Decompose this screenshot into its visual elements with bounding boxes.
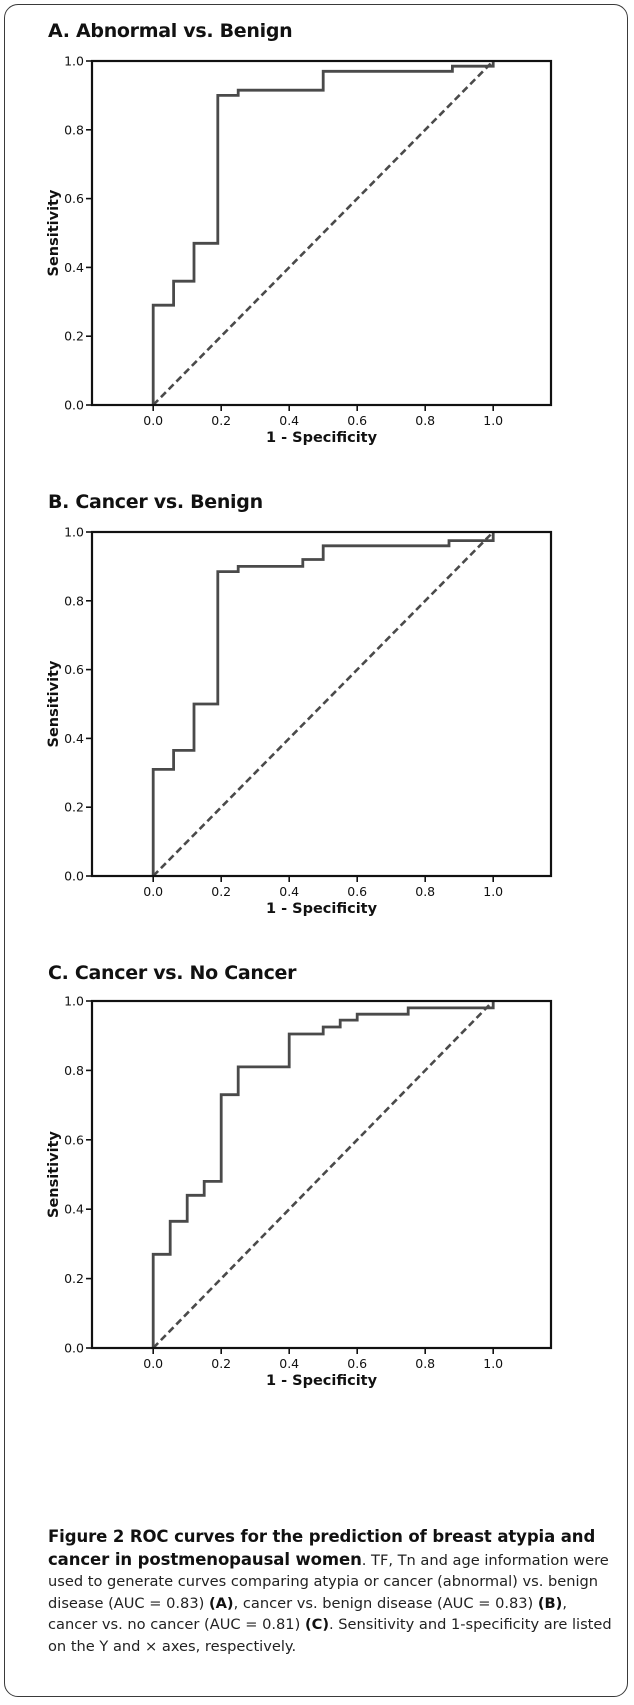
roc-curve-line bbox=[151, 1001, 495, 1348]
x-tick-label: 0.2 bbox=[211, 1356, 231, 1371]
y-tick-label: 0.0 bbox=[64, 1341, 84, 1356]
y-tick-label: 0.4 bbox=[64, 1202, 84, 1217]
plot-frame bbox=[90, 530, 553, 878]
roc-chart-c: 0.0 0.2 0.4 0.6 0.8 1.0 0.0 0.2 0.4 0.6 0.8 1.0 1 - … bbox=[46, 994, 553, 1389]
x-tick-label: 0.4 bbox=[279, 884, 299, 899]
y-tick-label: 0.2 bbox=[64, 1271, 84, 1286]
y-tick-label: 0.6 bbox=[64, 662, 84, 677]
y-axis-label: Sensitivity bbox=[46, 660, 62, 747]
y-tick-label: 0.8 bbox=[64, 122, 84, 137]
reference-diagonal-line bbox=[152, 60, 495, 406]
x-axis-label: 1 - Specificity bbox=[266, 430, 378, 446]
panel-b-title: B. Cancer vs. Benign bbox=[48, 491, 263, 513]
roc-chart-b: 0.0 0.2 0.4 0.6 0.8 1.0 0.0 0.2 0.4 0.6 0.8 1.0 1 - … bbox=[46, 525, 553, 917]
x-tick-label: 0.2 bbox=[211, 413, 231, 428]
y-tick-label: 0.0 bbox=[64, 398, 84, 413]
y-tick-label: 0.2 bbox=[64, 800, 84, 815]
y-tick-label: 1.0 bbox=[64, 525, 84, 540]
figure-caption: Figure 2 ROC curves for the prediction o… bbox=[48, 1526, 616, 1658]
x-tick-label: 0.8 bbox=[415, 884, 435, 899]
x-tick-label: 0.4 bbox=[279, 413, 299, 428]
x-tick-label: 0.0 bbox=[143, 413, 163, 428]
figure-frame bbox=[4, 4, 628, 1697]
x-tick-label: 1.0 bbox=[483, 413, 503, 428]
x-tick-label: 0.8 bbox=[415, 1356, 435, 1371]
x-tick-label: 0.0 bbox=[143, 1356, 163, 1371]
reference-diagonal-line bbox=[152, 531, 495, 877]
x-axis-label: 1 - Specificity bbox=[266, 901, 378, 917]
x-tick-label: 1.0 bbox=[483, 1356, 503, 1371]
roc-chart-a: 0.0 0.2 0.4 0.6 0.8 1.0 0.0 0.2 0.4 0.6 0.8 1.0 1 - … bbox=[46, 54, 553, 446]
y-tick-label: 0.8 bbox=[64, 1063, 84, 1078]
y-tick-label: 1.0 bbox=[64, 54, 84, 69]
caption-sep: . bbox=[361, 1551, 372, 1569]
x-tick-label: 0.4 bbox=[279, 1356, 299, 1371]
x-axis-label: 1 - Specificity bbox=[266, 1373, 378, 1389]
panel-c-title: C. Cancer vs. No Cancer bbox=[48, 962, 297, 984]
caption-text-1: TF, Tn and age information were used to … bbox=[48, 1551, 609, 1612]
x-tick-label: 1.0 bbox=[483, 884, 503, 899]
y-tick-label: 0.6 bbox=[64, 1132, 84, 1147]
caption-text-4: . Sensitivity and 1-specificity are list… bbox=[48, 1616, 612, 1655]
y-tick-label: 1.0 bbox=[64, 994, 84, 1009]
caption-label-b: (B) bbox=[537, 1594, 563, 1612]
y-tick-label: 0.4 bbox=[64, 260, 84, 275]
x-tick-label: 0.0 bbox=[143, 884, 163, 899]
plot-frame bbox=[90, 999, 553, 1350]
x-tick-label: 0.6 bbox=[347, 413, 367, 428]
y-axis-label: Sensitivity bbox=[46, 1131, 62, 1218]
y-axis-label: Sensitivity bbox=[46, 189, 62, 276]
x-tick-label: 0.8 bbox=[415, 413, 435, 428]
caption-text-2: , cancer vs. benign disease (AUC = 0.83) bbox=[233, 1594, 538, 1612]
caption-title: Figure 2 ROC curves for the prediction o… bbox=[48, 1527, 596, 1569]
y-tick-label: 0.0 bbox=[64, 869, 84, 884]
roc-curve-line bbox=[151, 532, 495, 876]
plot-frame bbox=[90, 59, 553, 407]
panel-a-title: A. Abnormal vs. Benign bbox=[48, 20, 293, 42]
caption-text-3: , cancer vs. no cancer (AUC = 0.81) bbox=[48, 1594, 567, 1634]
y-tick-label: 0.4 bbox=[64, 731, 84, 746]
y-tick-label: 0.2 bbox=[64, 329, 84, 344]
reference-diagonal-line bbox=[152, 1000, 495, 1349]
roc-curve-line bbox=[151, 61, 495, 405]
x-tick-label: 0.6 bbox=[347, 1356, 367, 1371]
y-tick-label: 0.8 bbox=[64, 593, 84, 608]
y-tick-label: 0.6 bbox=[64, 191, 84, 206]
caption-label-a: (A) bbox=[208, 1594, 234, 1612]
x-tick-label: 0.2 bbox=[211, 884, 231, 899]
caption-label-c: (C) bbox=[304, 1616, 329, 1634]
x-tick-label: 0.6 bbox=[347, 884, 367, 899]
